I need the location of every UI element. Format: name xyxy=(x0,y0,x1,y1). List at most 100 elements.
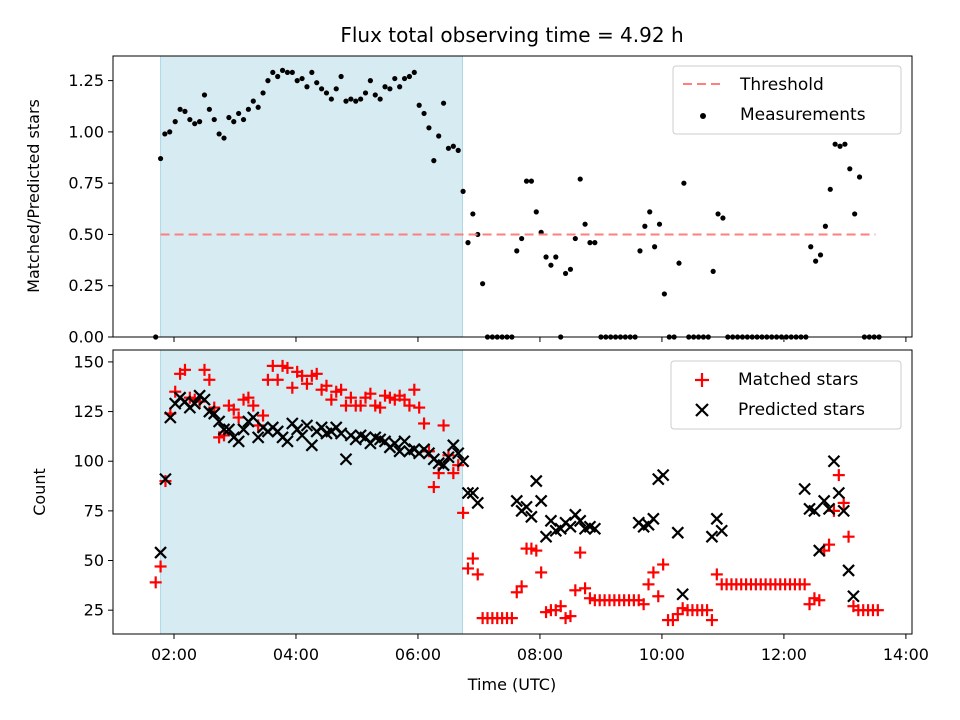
matched-legend-label: Matched stars xyxy=(738,370,858,390)
matched-star-point xyxy=(515,580,528,593)
observing-interval-shade xyxy=(160,349,463,635)
matched-star-point xyxy=(554,600,567,613)
bottom-y-axis-title: Count xyxy=(30,468,49,516)
measurement-point xyxy=(656,221,663,227)
matched-star-point xyxy=(832,469,845,482)
measurement-point xyxy=(260,90,266,96)
x-tick-label: 04:00 xyxy=(273,645,319,664)
measurement-point xyxy=(431,158,437,164)
predicted-star-point xyxy=(813,544,826,557)
predicted-star-point xyxy=(705,530,719,543)
measurements-legend-label: Measurements xyxy=(740,105,866,125)
matched-star-point xyxy=(247,399,260,412)
measurement-point xyxy=(362,90,369,96)
measurement-point xyxy=(294,78,300,84)
measurement-point xyxy=(416,102,422,108)
matched-star-point xyxy=(652,590,665,603)
matched-star-point xyxy=(530,544,543,557)
measurement-point xyxy=(177,106,183,112)
matched-star-point xyxy=(178,363,191,376)
matched-star-point xyxy=(871,604,884,617)
y-tick-label: 0.25 xyxy=(68,276,104,295)
chart-title: Flux total observing time = 4.92 h xyxy=(340,23,683,47)
matched-star-point xyxy=(413,401,426,414)
measurement-point xyxy=(372,92,378,98)
measurement-point xyxy=(455,147,461,153)
measurement-point xyxy=(832,141,838,147)
measurement-point xyxy=(216,131,222,137)
measurement-point xyxy=(309,69,315,76)
x-tick-label: 08:00 xyxy=(517,645,563,664)
matched-star-point xyxy=(657,558,670,571)
measurement-point xyxy=(279,67,286,73)
measurement-point xyxy=(676,260,682,266)
matched-star-point xyxy=(457,506,470,519)
matched-star-point xyxy=(364,387,377,400)
matched-legend-swatch xyxy=(695,373,709,387)
measurement-point xyxy=(480,281,486,287)
predicted-star-point xyxy=(251,431,265,444)
measurement-point xyxy=(206,106,212,112)
matched-star-point xyxy=(705,614,718,627)
measurement-point xyxy=(647,209,653,215)
measurement-point xyxy=(250,98,256,104)
measurement-point xyxy=(275,73,281,80)
matched-star-point xyxy=(227,403,240,416)
predicted-star-point xyxy=(832,486,846,500)
predicted-star-point xyxy=(461,486,475,500)
top-panel: 0.00 0.25 0.50 0.75 1.00 1.25 Matched/Predict… xyxy=(24,55,913,347)
measurement-point xyxy=(167,129,173,135)
measurement-point xyxy=(211,116,217,123)
predicted-star-point xyxy=(232,435,245,448)
predicted-star-point xyxy=(520,500,533,514)
measurement-point xyxy=(392,75,398,82)
x-tick-label: 14:00 xyxy=(883,645,929,664)
matched-star-point xyxy=(823,538,836,551)
measurement-point xyxy=(681,180,687,186)
measurement-point xyxy=(162,131,168,137)
measurement-point xyxy=(572,235,578,242)
measurement-point xyxy=(567,266,574,272)
matched-star-point xyxy=(437,419,450,432)
measurement-point xyxy=(436,133,442,139)
measurement-point xyxy=(642,223,648,229)
predicted-star-point xyxy=(447,439,460,452)
matched-star-point xyxy=(647,566,660,579)
measurement-point xyxy=(187,116,193,123)
matched-star-point xyxy=(505,612,518,625)
predicted-star-point xyxy=(393,445,406,458)
measurement-point xyxy=(333,86,339,92)
measurement-point xyxy=(289,69,295,76)
measurement-point xyxy=(847,166,853,172)
measurement-point xyxy=(157,155,164,162)
top-legend-box xyxy=(672,65,902,135)
matched-star-point xyxy=(461,562,474,575)
measurement-point xyxy=(592,240,598,246)
x-tick-label: 12:00 xyxy=(761,645,807,664)
predicted-star-point xyxy=(588,522,602,536)
x-tick-label: 06:00 xyxy=(395,645,441,664)
matched-star-point xyxy=(344,391,357,404)
measurement-point xyxy=(661,291,667,297)
measurement-point xyxy=(813,258,819,264)
y-tick-label: 1.25 xyxy=(68,71,104,90)
matched-star-point xyxy=(569,584,582,597)
bottom-y-axis: 25 50 75 100 125 150 xyxy=(73,352,113,620)
matched-star-point xyxy=(286,381,299,394)
measurement-point xyxy=(353,98,359,104)
predicted-star-point xyxy=(212,415,226,428)
matched-star-point xyxy=(242,391,255,404)
measurement-point xyxy=(528,178,535,184)
matched-star-point xyxy=(354,399,367,412)
matched-star-point xyxy=(159,475,172,488)
y-tick-label: 0.50 xyxy=(68,225,104,244)
measurement-point xyxy=(343,98,349,104)
y-tick-label: 1.00 xyxy=(68,122,104,141)
measurement-point xyxy=(172,119,178,125)
matched-star-point xyxy=(300,377,313,390)
predicted-star-point xyxy=(715,524,728,538)
predicted-star-point xyxy=(451,446,465,460)
threshold-legend-label: Threshold xyxy=(739,75,824,95)
measurement-point xyxy=(553,254,559,260)
